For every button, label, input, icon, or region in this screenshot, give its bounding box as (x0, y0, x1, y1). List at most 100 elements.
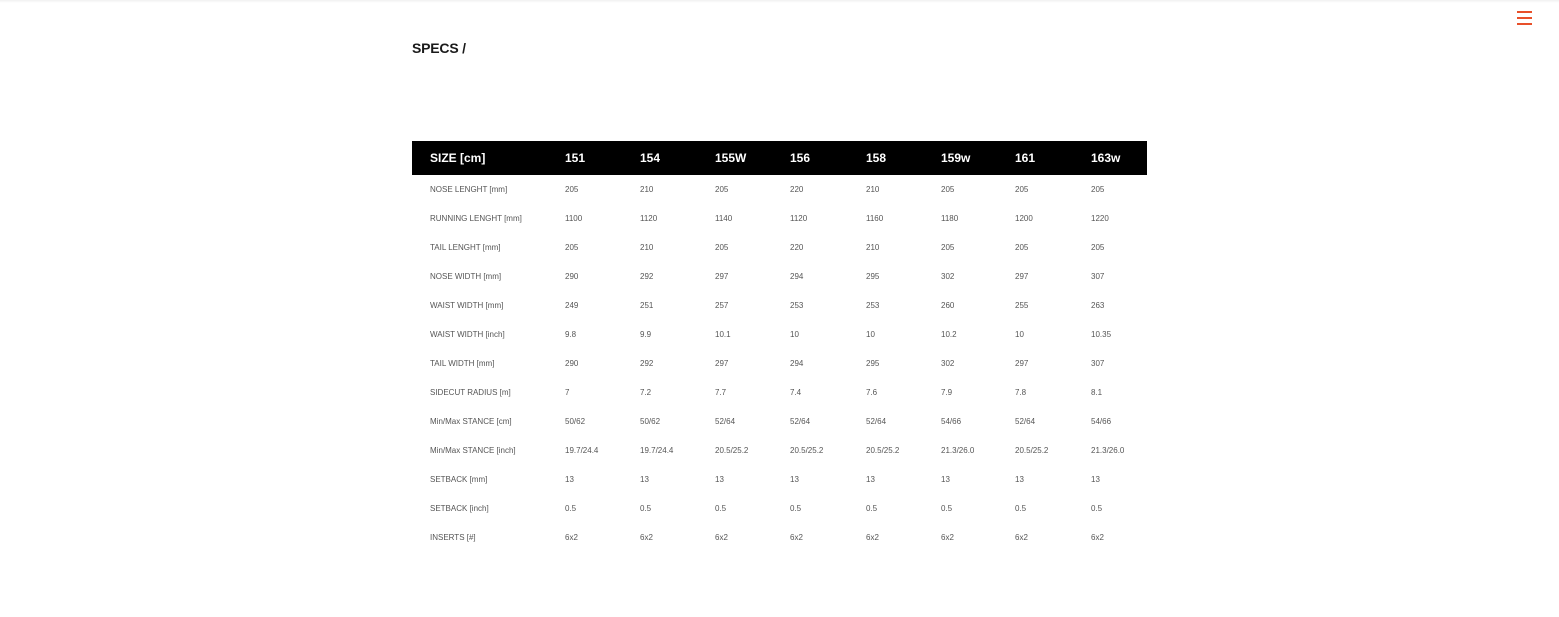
table-cell: 0.5 (866, 504, 878, 513)
table-row: Min/Max STANCE [inch] 19.7/24.4 19.7/24.4 2… (412, 436, 1147, 465)
table-cell: 307 (1091, 359, 1105, 368)
table-cell: 13 (1015, 475, 1024, 484)
table-cell: 205 (1091, 185, 1105, 194)
table-cell: 50/62 (565, 417, 586, 426)
table-cell: 0.5 (941, 504, 953, 513)
table-cell: 0.5 (715, 504, 727, 513)
table-row: NOSE WIDTH [mm] 290 292 297 294 295 302 297 307 (412, 262, 1147, 291)
table-cell: 6x2 (866, 533, 879, 542)
table-cell: 21.3/26.0 (1091, 446, 1125, 455)
table-cell: 0.5 (790, 504, 802, 513)
table-cell: 1140 (715, 214, 733, 223)
table-cell: 0.5 (1091, 504, 1103, 513)
table-cell: 6x2 (790, 533, 803, 542)
table-cell: 10 (1015, 330, 1024, 339)
table-cell: 205 (941, 243, 955, 252)
row-label: TAIL LENGHT [mm] (430, 243, 501, 252)
row-label: Min/Max STANCE [inch] (430, 446, 516, 455)
table-cell: 220 (790, 185, 804, 194)
table-cell: 9.9 (640, 330, 652, 339)
table-cell: 290 (565, 359, 579, 368)
table-cell: 7.9 (941, 388, 953, 397)
table-cell: 54/66 (941, 417, 962, 426)
table-cell: 7.7 (715, 388, 727, 397)
table-cell: 10 (790, 330, 799, 339)
table-cell: 1120 (790, 214, 808, 223)
table-cell: 205 (1091, 243, 1105, 252)
header-size-159w: 159w (941, 151, 971, 165)
table-cell: 205 (1015, 243, 1029, 252)
table-cell: 297 (1015, 359, 1029, 368)
table-cell: 19.7/24.4 (565, 446, 599, 455)
table-cell: 8.1 (1091, 388, 1103, 397)
row-label: WAIST WIDTH [inch] (430, 330, 505, 339)
table-cell: 10.1 (715, 330, 731, 339)
header-size-151: 151 (565, 151, 586, 165)
table-cell: 54/66 (1091, 417, 1112, 426)
table-cell: 6x2 (640, 533, 653, 542)
table-cell: 13 (1091, 475, 1100, 484)
table-cell: 7.4 (790, 388, 802, 397)
row-label: WAIST WIDTH [mm] (430, 301, 504, 310)
table-cell: 0.5 (1015, 504, 1027, 513)
table-cell: 1200 (1015, 214, 1033, 223)
table-cell: 297 (715, 272, 729, 281)
row-label: SETBACK [inch] (430, 504, 489, 513)
table-cell: 7.8 (1015, 388, 1027, 397)
table-cell: 294 (790, 272, 804, 281)
table-cell: 292 (640, 359, 654, 368)
table-cell: 21.3/26.0 (941, 446, 975, 455)
menu-bar-middle (1517, 17, 1532, 19)
header-size-163w: 163w (1091, 151, 1121, 165)
table-cell: 13 (941, 475, 950, 484)
table-cell: 10.2 (941, 330, 957, 339)
table-cell: 52/64 (790, 417, 811, 426)
table-cell: 302 (941, 359, 955, 368)
table-cell: 52/64 (866, 417, 887, 426)
table-body: NOSE LENGHT [mm] 205 210 205 220 210 205 205 205… (412, 175, 1147, 552)
table-cell: 10.35 (1091, 330, 1112, 339)
table-cell: 6x2 (1091, 533, 1104, 542)
table-cell: 9.8 (565, 330, 577, 339)
table-cell: 205 (1015, 185, 1029, 194)
table-cell: 210 (866, 185, 880, 194)
table-cell: 6x2 (941, 533, 954, 542)
table-cell: 13 (790, 475, 799, 484)
table-cell: 205 (565, 243, 579, 252)
table-cell: 20.5/25.2 (715, 446, 749, 455)
table-cell: 290 (565, 272, 579, 281)
table-cell: 7.2 (640, 388, 652, 397)
table-cell: 263 (1091, 301, 1105, 310)
hamburger-menu-icon[interactable] (1517, 10, 1534, 26)
table-cell: 297 (715, 359, 729, 368)
table-cell: 13 (640, 475, 649, 484)
table-cell: 6x2 (565, 533, 578, 542)
table-cell: 19.7/24.4 (640, 446, 674, 455)
table-cell: 1120 (640, 214, 658, 223)
menu-bar-top (1517, 11, 1532, 13)
table-cell: 253 (866, 301, 880, 310)
row-label: SETBACK [mm] (430, 475, 488, 484)
table-cell: 260 (941, 301, 955, 310)
table-cell: 257 (715, 301, 729, 310)
table-cell: 251 (640, 301, 654, 310)
row-label: NOSE WIDTH [mm] (430, 272, 502, 281)
table-cell: 249 (565, 301, 579, 310)
table-cell: 6x2 (1015, 533, 1028, 542)
table-cell: 6x2 (715, 533, 728, 542)
row-label: SIDECUT RADIUS [m] (430, 388, 511, 397)
table-cell: 295 (866, 359, 880, 368)
table-cell: 255 (1015, 301, 1029, 310)
table-cell: 1100 (565, 214, 583, 223)
table-cell: 52/64 (715, 417, 736, 426)
table-row: RUNNING LENGHT [mm] 1100 1120 1140 1120 1160 1… (412, 204, 1147, 233)
table-row: TAIL WIDTH [mm] 290 292 297 294 295 302 297 307 (412, 349, 1147, 378)
table-cell: 0.5 (565, 504, 577, 513)
table-cell: 205 (941, 185, 955, 194)
table-row: TAIL LENGHT [mm] 205 210 205 220 210 205 205 205 (412, 233, 1147, 262)
table-cell: 50/62 (640, 417, 661, 426)
table-cell: 1220 (1091, 214, 1109, 223)
table-cell: 20.5/25.2 (866, 446, 900, 455)
table-header-row: SIZE [cm] 151 154 155W 156 158 159w 161 … (412, 141, 1147, 175)
table-cell: 13 (565, 475, 574, 484)
